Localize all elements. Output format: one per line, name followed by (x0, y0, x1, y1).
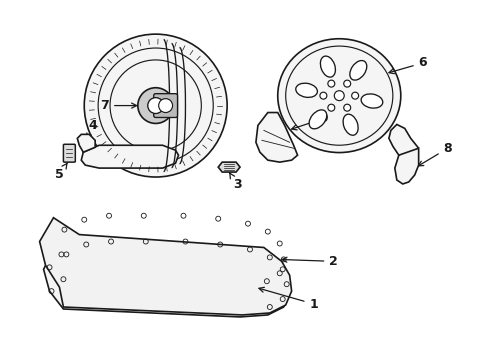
Circle shape (148, 98, 164, 113)
Polygon shape (77, 134, 95, 152)
Circle shape (352, 92, 359, 99)
Text: 8: 8 (418, 142, 452, 166)
Polygon shape (40, 218, 292, 315)
Circle shape (334, 91, 344, 100)
Circle shape (343, 80, 351, 87)
FancyBboxPatch shape (63, 144, 75, 162)
Ellipse shape (296, 83, 318, 98)
Text: 4: 4 (87, 119, 98, 139)
Text: 9: 9 (292, 112, 328, 130)
Ellipse shape (361, 94, 383, 108)
Text: 1: 1 (259, 287, 318, 311)
Circle shape (84, 34, 227, 177)
Polygon shape (389, 125, 418, 155)
Text: 6: 6 (389, 57, 427, 74)
Ellipse shape (278, 39, 401, 153)
Polygon shape (81, 145, 178, 168)
Circle shape (328, 80, 335, 87)
Circle shape (343, 104, 351, 111)
Ellipse shape (350, 60, 367, 80)
Circle shape (320, 92, 327, 99)
Text: 5: 5 (55, 162, 68, 181)
Ellipse shape (343, 114, 358, 135)
Circle shape (159, 99, 172, 113)
Text: 3: 3 (230, 173, 242, 192)
FancyBboxPatch shape (154, 94, 177, 117)
Polygon shape (44, 239, 290, 317)
Circle shape (138, 88, 173, 123)
Text: 7: 7 (100, 99, 137, 112)
Circle shape (328, 104, 335, 111)
Polygon shape (256, 113, 297, 162)
Polygon shape (218, 162, 240, 172)
Text: 2: 2 (282, 255, 338, 268)
Polygon shape (395, 148, 418, 184)
Ellipse shape (309, 110, 327, 129)
Ellipse shape (320, 56, 336, 77)
